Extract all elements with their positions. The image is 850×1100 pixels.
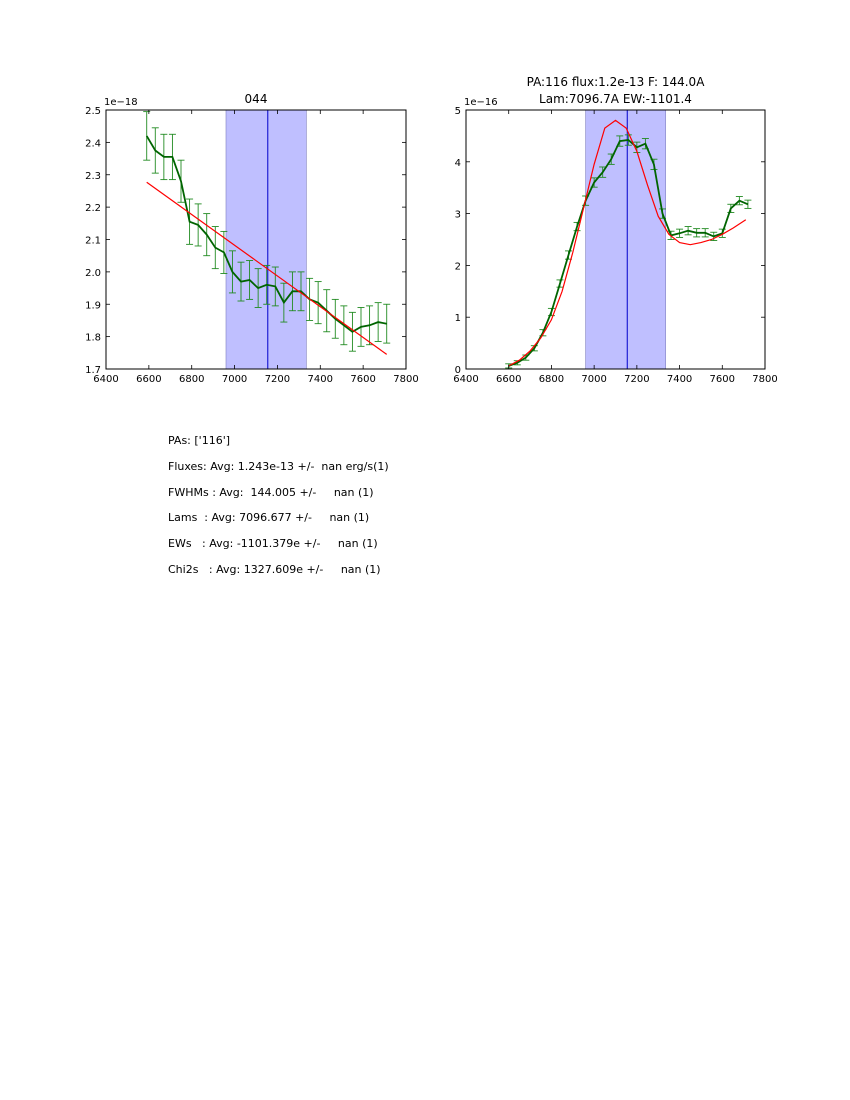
stats-chi2s: Chi2s : Avg: 1327.609e +/- nan (1) xyxy=(168,562,381,576)
stats-fwhms: FWHMs : Avg: 144.005 +/- nan (1) xyxy=(168,485,374,499)
chart2-xtick-label: 7600 xyxy=(710,374,735,385)
chart1-xtick-label: 7800 xyxy=(393,374,418,385)
chart1-ytick-label: 2.3 xyxy=(85,171,101,182)
stats-block: PAs: ['116'] Fluxes: Avg: 1.243e-13 +/- … xyxy=(168,434,389,589)
chart1-data-line xyxy=(145,135,387,333)
chart2-data-line xyxy=(508,139,749,367)
stats-pas: PAs: ['116'] xyxy=(168,434,231,447)
chart2-ytick-label: 4 xyxy=(455,158,461,169)
chart2-xtick-label: 7200 xyxy=(624,374,649,385)
chart2: 6400 6600 6800 7000 7200 7400 7600 7800 0 1 2 3 4 51e… xyxy=(453,75,777,385)
chart1-xtick-label: 7600 xyxy=(350,374,375,385)
chart1-fit-line xyxy=(146,181,388,355)
chart1-ytick-label: 1.9 xyxy=(85,300,101,311)
chart1-ytick-label: 2.1 xyxy=(85,236,101,247)
stats-lams: Lams : Avg: 7096.677 +/- nan (1) xyxy=(168,511,370,525)
chart2-xtick-label: 6400 xyxy=(453,374,478,385)
chart1-ytick-label: 1.8 xyxy=(85,333,101,344)
chart1-ytick-label: 2.5 xyxy=(85,106,101,117)
chart2-ytick-label: 3 xyxy=(455,210,461,221)
chart2-title: PA:116 flux:1.2e-13 F: 144.0A xyxy=(527,75,706,89)
chart2-ytick-label: 0 xyxy=(455,365,461,376)
chart2-xtick-label: 6800 xyxy=(539,374,564,385)
chart2-fit-line xyxy=(508,119,747,367)
chart1-ytick-label: 2.0 xyxy=(85,268,101,279)
chart1-plot-area xyxy=(143,111,391,355)
chart2-scale-label: 1e−16 xyxy=(464,97,498,108)
chart1-shaded-region xyxy=(225,109,307,370)
chart2-xtick-label: 7800 xyxy=(752,374,777,385)
chart2-xtick-label: 7000 xyxy=(581,374,606,385)
chart1-ytick-label: 2.4 xyxy=(85,138,101,149)
chart2-shaded-region xyxy=(585,109,666,370)
chart1-title: 044 xyxy=(245,92,268,106)
chart1-xtick-label: 7000 xyxy=(222,374,247,385)
chart2-xtick-label: 7400 xyxy=(667,374,692,385)
chart1-ytick-label: 2.2 xyxy=(85,203,101,214)
chart1-ytick-label: 1.7 xyxy=(85,365,101,376)
chart1-xtick-label: 7200 xyxy=(265,374,290,385)
chart1-xtick-label: 6400 xyxy=(93,374,118,385)
chart2-plot-area xyxy=(505,119,752,369)
chart2-ytick-label: 1 xyxy=(455,313,461,324)
chart1: 6400 6600 6800 7000 7200 7400 7600 7800 1.7 1.8 1.… xyxy=(85,92,419,385)
chart1-xtick-label: 6600 xyxy=(136,374,161,385)
chart2-ytick-label: 5 xyxy=(455,106,461,117)
chart2-axes-frame xyxy=(465,109,766,370)
chart2-ytick-label: 2 xyxy=(455,261,461,272)
chart1-scale-label: 1e−18 xyxy=(104,97,138,108)
stats-fluxes: Fluxes: Avg: 1.243e-13 +/- nan erg/s(1) xyxy=(168,459,389,473)
chart2-xtick-label: 6600 xyxy=(496,374,521,385)
chart1-xtick-label: 6800 xyxy=(179,374,204,385)
chart2-title-line2: Lam:7096.7A EW:-1101.4 xyxy=(539,92,692,106)
stats-ews: EWs : Avg: -1101.379e +/- nan (1) xyxy=(168,537,378,551)
chart1-xtick-label: 7400 xyxy=(308,374,333,385)
